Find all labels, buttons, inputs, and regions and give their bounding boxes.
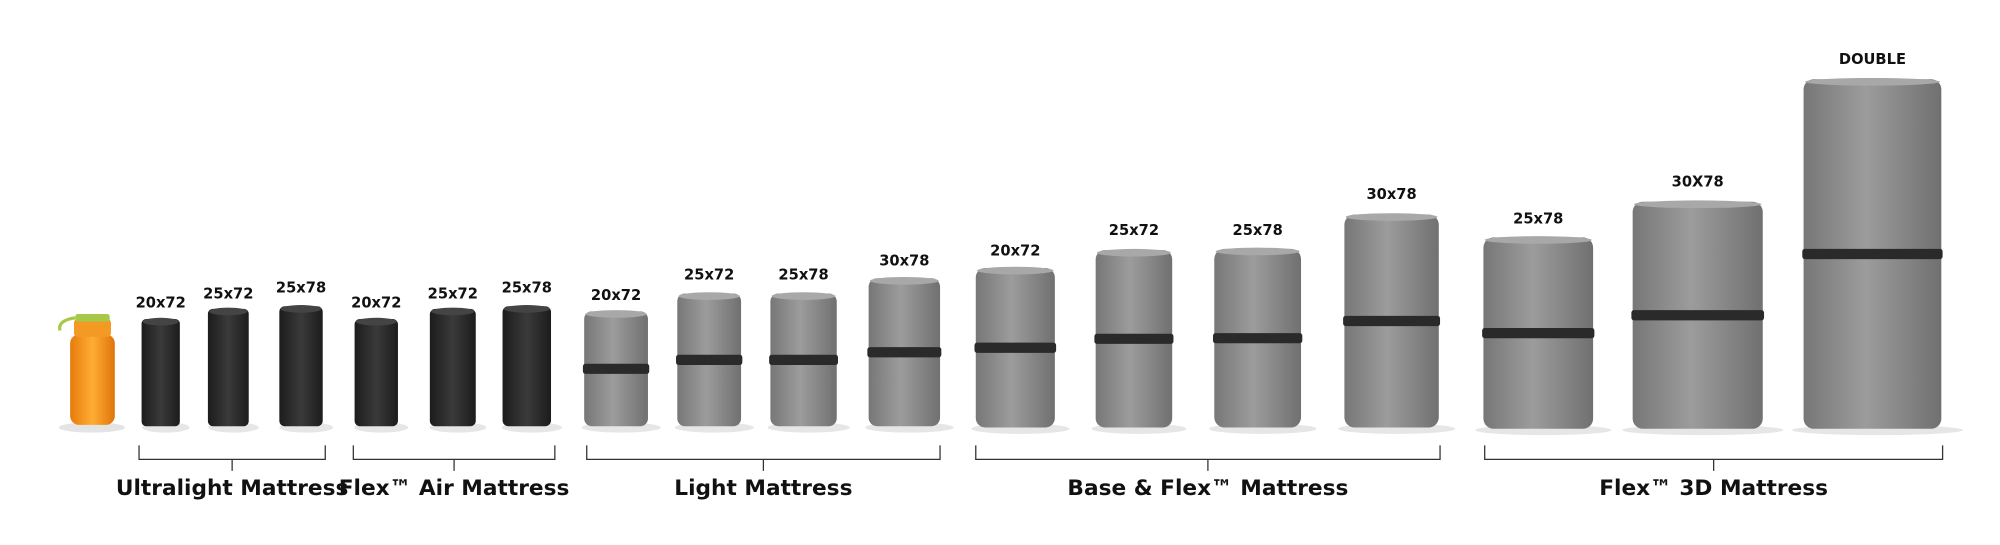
group-bracket (586, 445, 941, 471)
group-label: Light Mattress (674, 476, 852, 501)
group-label: Flex™ Air Mattress (339, 476, 570, 501)
roll-strap (1094, 333, 1174, 344)
mattress-roll (971, 266, 1070, 434)
mattress-roll (767, 292, 850, 433)
mattress-roll (1208, 247, 1317, 434)
roll-top (1633, 200, 1762, 209)
roll-top (1484, 236, 1592, 244)
size-label: 25x72 (1109, 222, 1159, 239)
roll-top (977, 266, 1054, 275)
size-label: 25x78 (276, 279, 326, 296)
roll-top (869, 276, 939, 285)
roll-top (1804, 77, 1941, 86)
group-bracket (1484, 445, 1944, 471)
roll-body (429, 308, 476, 427)
roll-strap (1631, 310, 1765, 321)
roll-top (585, 310, 647, 318)
mattress-roll (674, 292, 754, 433)
roll-top (1096, 248, 1171, 257)
size-label: 30x78 (1366, 186, 1416, 203)
group-bracket (352, 445, 556, 471)
size-label: 25x72 (684, 267, 734, 284)
roll-top (503, 305, 550, 313)
roll-body (354, 319, 398, 427)
roll-strap (867, 347, 942, 358)
mattress-roll (141, 317, 190, 433)
roll-top (355, 317, 397, 326)
size-label: 20x72 (591, 287, 641, 304)
roll-strap (1802, 248, 1943, 260)
size-label: 25x78 (778, 267, 828, 284)
roll-strap (1343, 315, 1441, 327)
size-label: 25x78 (1513, 210, 1563, 227)
roll-top (1215, 247, 1300, 256)
size-label: 30X78 (1672, 173, 1724, 190)
mattress-roll (429, 307, 487, 433)
roll-top (678, 292, 740, 300)
mattress-roll (1622, 200, 1784, 436)
group-label: Flex™ 3D Mattress (1599, 476, 1828, 501)
roll-top (771, 292, 836, 300)
roll-strap (676, 354, 743, 365)
group-label: Base & Flex™ Mattress (1067, 476, 1348, 501)
mattress-roll (1792, 77, 1963, 436)
size-label: 25x78 (502, 279, 552, 296)
roll-top (431, 307, 475, 316)
roll-top (280, 305, 322, 313)
size-label: 25x72 (203, 286, 253, 303)
roll-body (279, 306, 323, 427)
size-label: 25x72 (428, 286, 478, 303)
roll-top (142, 317, 179, 326)
water-bottle (58, 313, 125, 433)
group-label: Ultralight Mattress (116, 476, 348, 501)
roll-strap (974, 342, 1057, 353)
size-label: 20x72 (351, 295, 401, 312)
roll-strap (1213, 333, 1303, 344)
mattress-roll (354, 317, 409, 433)
roll-strap (1482, 327, 1595, 339)
mattress-roll (501, 305, 562, 433)
size-label: 25x78 (1233, 222, 1283, 239)
size-label: 20x72 (136, 295, 186, 312)
roll-body (141, 319, 180, 427)
mattress-roll (279, 305, 334, 433)
mattress-roll (1475, 236, 1612, 436)
mattress-roll (1338, 213, 1456, 434)
roll-strap (582, 363, 650, 374)
size-label: 20x72 (990, 242, 1040, 259)
roll-strap (769, 354, 839, 365)
mattress-roll (581, 310, 661, 433)
roll-top (1345, 213, 1438, 221)
mattress-roll (207, 307, 259, 433)
roll-top (209, 307, 248, 316)
mattress-roll (1091, 248, 1187, 434)
roll-body (207, 308, 249, 427)
roll-body (502, 306, 552, 427)
group-bracket (975, 445, 1441, 471)
size-label: 30x78 (879, 252, 929, 269)
size-label: DOUBLE (1839, 51, 1906, 68)
mattress-roll (865, 276, 954, 433)
group-bracket (138, 445, 326, 471)
